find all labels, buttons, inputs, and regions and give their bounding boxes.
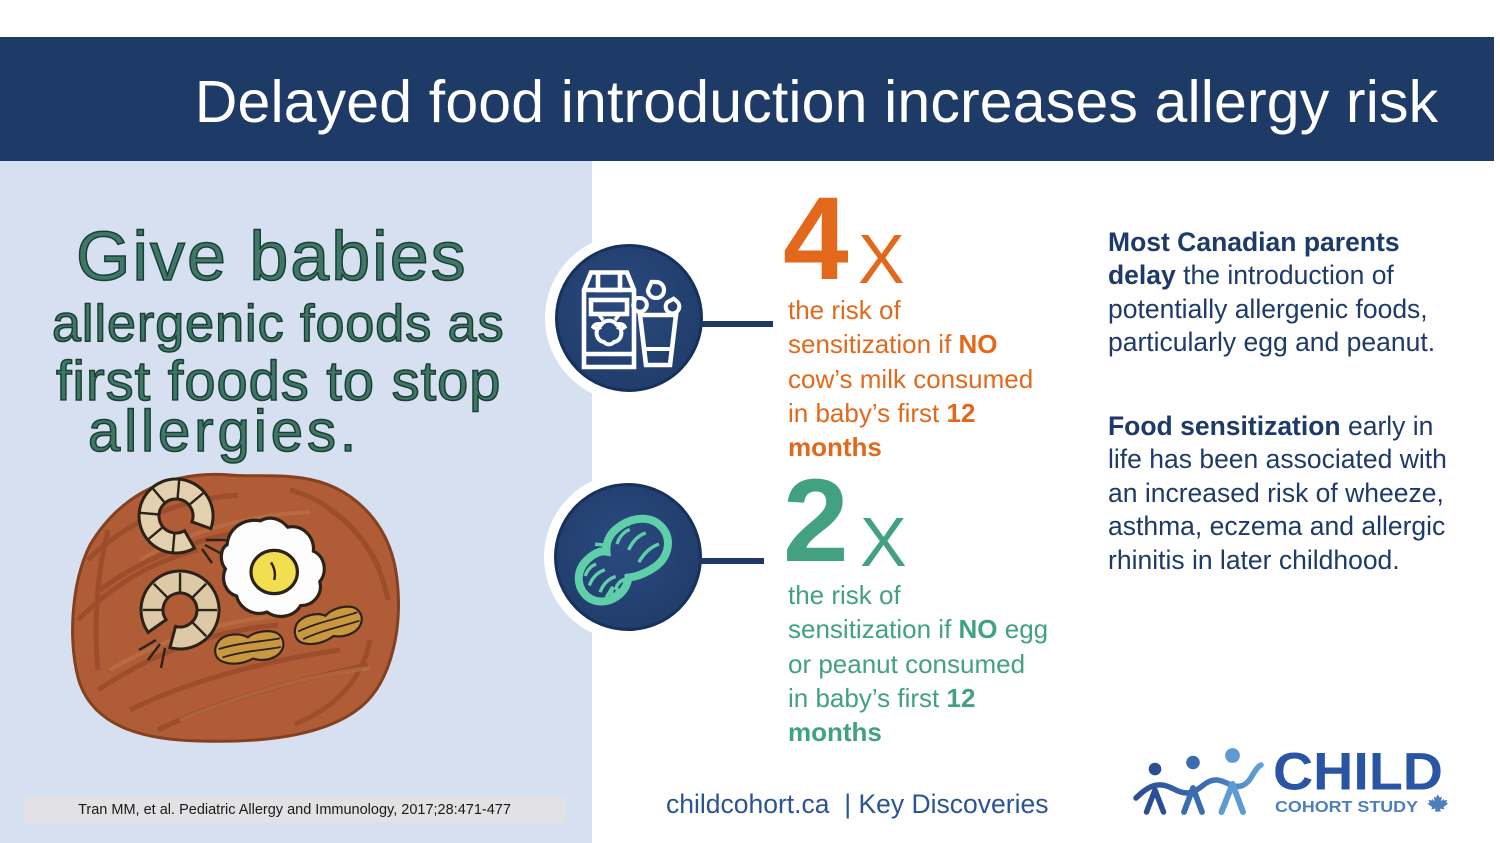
svg-text:CHILD: CHILD [1273,743,1443,802]
svg-text:COHORT STUDY: COHORT STUDY [1275,799,1418,816]
